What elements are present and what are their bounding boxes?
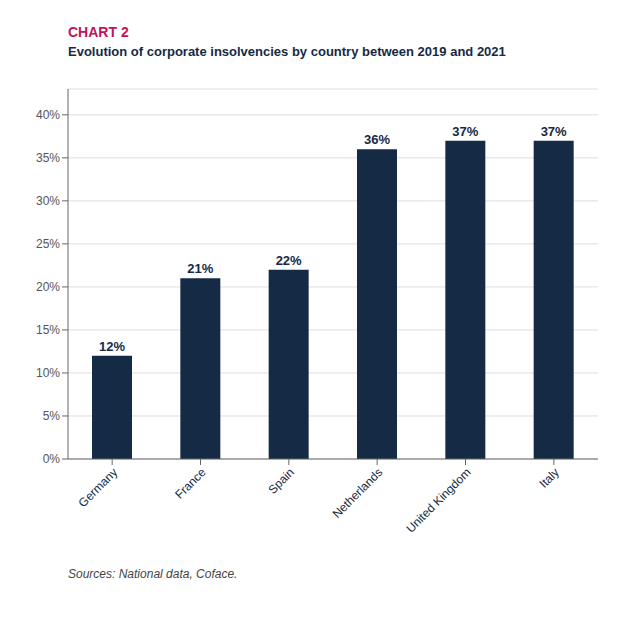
html-text:Evolution of corporate insolve: Evolution of corporate insolvencies by c… [68,44,506,59]
svg-text:30%: 30% [36,194,60,208]
svg-text:United Kingdom: United Kingdom [403,465,473,535]
svg-text:15%: 15% [36,323,60,337]
svg-text:35%: 35% [36,151,60,165]
svg-text:22%: 22% [276,253,302,268]
svg-text:Germany: Germany [76,465,121,510]
svg-text:37%: 37% [541,124,567,139]
svg-text:Spain: Spain [265,465,297,497]
svg-text:0%: 0% [43,452,61,466]
svg-text:France: France [172,465,209,502]
svg-text:36%: 36% [364,132,390,147]
svg-text:20%: 20% [36,280,60,294]
svg-text:40%: 40% [36,108,60,122]
svg-text:Italy: Italy [537,465,562,490]
svg-text:25%: 25% [36,237,60,251]
svg-text:Netherlands: Netherlands [330,465,386,521]
html-text:Sources: National data, Coface: Sources: National data, Coface. [68,567,238,581]
svg-text:10%: 10% [36,366,60,380]
svg-text:21%: 21% [187,261,213,276]
svg-text:12%: 12% [99,339,125,354]
svg-text:5%: 5% [43,409,61,423]
svg-text:37%: 37% [452,124,478,139]
html-text:CHART 2: CHART 2 [68,24,129,40]
